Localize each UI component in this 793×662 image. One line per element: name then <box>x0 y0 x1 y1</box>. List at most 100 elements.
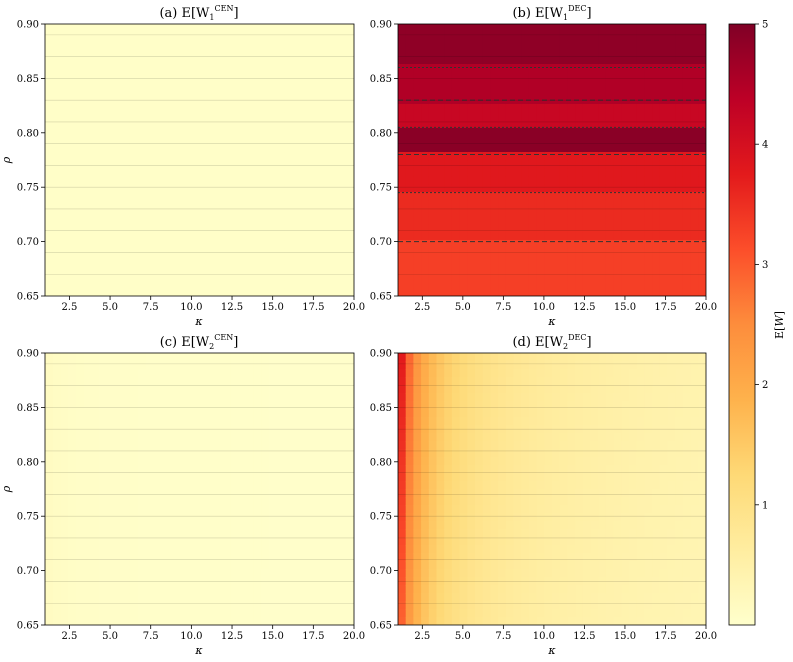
heatmap-cell <box>75 449 85 458</box>
x-tick-label: 15.0 <box>262 302 284 313</box>
heatmap-cell <box>245 144 255 153</box>
heatmap-cell <box>261 176 270 185</box>
heatmap-cell <box>245 441 255 450</box>
heatmap-cell <box>398 369 407 378</box>
heatmap-cell <box>467 264 476 273</box>
heatmap-cell <box>621 128 630 137</box>
heatmap-cell <box>114 401 123 410</box>
heatmap-cell <box>315 593 324 602</box>
heatmap-cell <box>106 288 116 296</box>
heatmap-cell <box>467 513 476 522</box>
heatmap-cell <box>528 481 538 490</box>
heatmap-cell <box>521 489 530 498</box>
heatmap-cell <box>83 224 92 233</box>
x-tick-label: 12.5 <box>221 302 243 313</box>
heatmap-cell <box>421 72 430 81</box>
heatmap-cell <box>490 248 499 257</box>
heatmap-cell <box>68 497 77 506</box>
heatmap-cell <box>536 601 545 610</box>
heatmap-cell <box>99 449 108 458</box>
heatmap-cell <box>45 465 54 474</box>
heatmap-cell <box>505 72 515 81</box>
heatmap-cell <box>238 264 247 273</box>
heatmap-cell <box>307 72 316 81</box>
heatmap-cell <box>191 168 201 177</box>
heatmap-cell <box>521 152 530 161</box>
heatmap-cell <box>299 497 309 506</box>
heatmap-cell <box>269 369 278 378</box>
heatmap-cell <box>405 521 414 530</box>
heatmap-cell <box>68 128 77 137</box>
heatmap-cell <box>129 48 139 57</box>
heatmap-cell <box>168 208 177 217</box>
heatmap-cell <box>498 465 507 474</box>
heatmap-cell <box>122 457 131 466</box>
heatmap-cell <box>68 208 77 217</box>
heatmap-cell <box>91 449 100 458</box>
heatmap-cell <box>52 385 62 394</box>
heatmap-cell <box>245 72 255 81</box>
heatmap-cell <box>659 224 669 233</box>
heatmap-cell <box>451 577 461 586</box>
heatmap-cell <box>68 409 77 418</box>
heatmap-cell <box>199 208 208 217</box>
heatmap-cell <box>60 529 69 538</box>
heatmap-cell <box>675 112 684 121</box>
heatmap-cell <box>253 481 262 490</box>
heatmap-cell <box>269 96 278 105</box>
heatmap-cell <box>428 160 438 169</box>
heatmap-cell <box>160 369 170 378</box>
heatmap-cell <box>137 56 147 65</box>
heatmap-cell <box>99 369 108 378</box>
heatmap-cell <box>698 168 706 177</box>
heatmap-cell <box>160 80 170 89</box>
heatmap-cell <box>323 208 332 217</box>
heatmap-cell <box>276 288 286 296</box>
heatmap-cell <box>644 232 653 241</box>
heatmap-cell <box>153 72 162 81</box>
heatmap-cell <box>122 401 131 410</box>
heatmap-cell <box>559 112 568 121</box>
heatmap-cell <box>168 401 177 410</box>
heatmap-cell <box>99 200 108 209</box>
heatmap-cell <box>114 56 123 65</box>
heatmap-cell <box>323 569 332 578</box>
heatmap-cell <box>498 385 507 394</box>
heatmap-cell <box>60 353 69 362</box>
heatmap-cell <box>307 160 316 169</box>
heatmap-cell <box>307 401 316 410</box>
heatmap-cell <box>323 369 332 378</box>
heatmap-cell <box>230 160 239 169</box>
heatmap-cell <box>498 64 507 73</box>
heatmap-cell <box>315 617 324 625</box>
heatmap-cell <box>436 609 445 618</box>
heatmap-cell <box>398 152 407 161</box>
heatmap-cell <box>230 417 239 426</box>
heatmap-cell <box>346 425 354 434</box>
heatmap-cell <box>467 112 476 121</box>
heatmap-cell <box>521 553 530 562</box>
heatmap-cell <box>91 192 100 201</box>
heatmap-cell <box>613 224 622 233</box>
heatmap-cell <box>421 80 430 89</box>
heatmap-cell <box>253 537 262 546</box>
heatmap-cell <box>222 353 231 362</box>
heatmap-cell <box>405 601 414 610</box>
heatmap-cell <box>436 361 445 370</box>
heatmap-cell <box>521 264 530 273</box>
heatmap-cell <box>567 120 576 129</box>
heatmap-cell <box>338 80 347 89</box>
heatmap-cell <box>621 200 630 209</box>
heatmap-cell <box>68 377 77 386</box>
heatmap-cell <box>636 232 645 241</box>
heatmap-cell <box>428 280 438 289</box>
heatmap-cell <box>191 264 201 273</box>
heatmap-cell <box>91 152 100 161</box>
heatmap-cell <box>269 240 278 249</box>
heatmap-cell <box>330 56 340 65</box>
heatmap-cell <box>83 505 92 514</box>
heatmap-cell <box>68 152 77 161</box>
heatmap-cell <box>199 160 208 169</box>
heatmap-cell <box>214 200 224 209</box>
heatmap-cell <box>176 56 185 65</box>
